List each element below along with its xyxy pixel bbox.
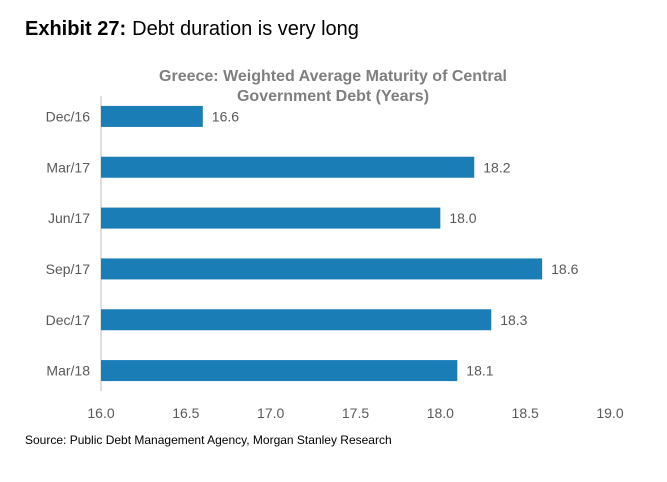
x-tick-label: 16.5 (172, 405, 199, 421)
bar (101, 309, 492, 331)
chart-title: Greece: Weighted Average Maturity of Cen… (159, 68, 507, 105)
category-label: Sep/17 (46, 261, 91, 277)
data-label: 18.1 (466, 363, 493, 379)
exhibit-label: Exhibit 27: (25, 18, 127, 40)
data-label: 18.6 (551, 261, 578, 277)
bar (101, 207, 441, 229)
x-tick-label: 18.0 (427, 405, 454, 421)
category-label: Dec/17 (46, 312, 91, 328)
bar (101, 360, 458, 382)
bar (101, 156, 475, 178)
category-label: Dec/16 (46, 108, 91, 124)
data-label: 16.6 (212, 108, 239, 124)
plot-area: Dec/16 16.6 Mar/17 18.2 Jun/17 18.0 Sep/17 18.6… (46, 96, 624, 421)
x-tick-label: 18.5 (512, 405, 539, 421)
chart-title-line-2: Government Debt (Years) (237, 88, 429, 105)
category-label: Mar/18 (46, 363, 90, 379)
x-tick-label: 17.5 (342, 405, 369, 421)
exhibit-title: Debt duration is very long (132, 18, 359, 40)
bar (101, 258, 543, 280)
x-tick-label: 17.0 (257, 405, 284, 421)
data-label: 18.0 (449, 210, 476, 226)
data-label: 18.2 (483, 159, 510, 175)
exhibit-heading: Exhibit 27: Debt duration is very long (25, 18, 359, 41)
category-label: Jun/17 (48, 210, 90, 226)
category-label: Mar/17 (46, 159, 90, 175)
source-note: Source: Public Debt Management Agency, M… (25, 433, 392, 447)
data-label: 18.3 (500, 312, 527, 328)
chart-title-line-1: Greece: Weighted Average Maturity of Cen… (159, 68, 507, 85)
x-tick-label: 16.0 (87, 405, 114, 421)
x-tick-label: 19.0 (596, 405, 623, 421)
bar (101, 105, 203, 127)
